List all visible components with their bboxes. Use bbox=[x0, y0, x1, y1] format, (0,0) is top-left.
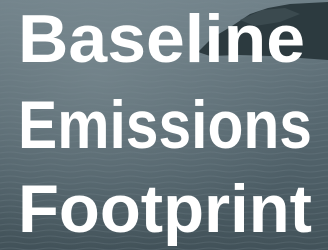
headline-line: Baseline bbox=[18, 1, 305, 77]
page: Baseline Emissions Footprint (() => { co… bbox=[0, 0, 328, 250]
photo-with-headline: Baseline Emissions Footprint bbox=[0, 0, 328, 250]
headline-line: Emissions bbox=[18, 87, 312, 163]
headline-line: Footprint bbox=[18, 171, 312, 247]
